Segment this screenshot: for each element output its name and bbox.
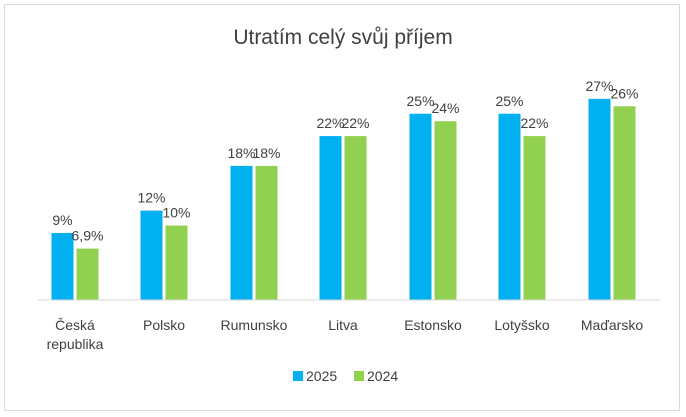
data-label-2025-2: 18% xyxy=(227,145,255,161)
chart-frame xyxy=(4,4,680,411)
x-tick-label-2-0: Rumunsko xyxy=(221,317,288,333)
data-label-2024-0: 6,9% xyxy=(72,228,104,244)
bar-2024-2 xyxy=(255,165,278,300)
data-label-2025-0: 9% xyxy=(52,212,72,228)
data-label-2024-6: 26% xyxy=(610,85,638,101)
bar-2024-6 xyxy=(613,106,636,300)
data-label-2025-5: 25% xyxy=(495,93,523,109)
data-label-2025-3: 22% xyxy=(316,115,344,131)
x-tick-label-6-0: Maďarsko xyxy=(581,317,644,333)
x-tick-label-5-0: Lotyšsko xyxy=(494,317,549,333)
legend: 2025 2024 xyxy=(293,368,398,384)
data-label-2024-3: 22% xyxy=(341,115,369,131)
legend-swatch-2024 xyxy=(354,371,364,381)
data-label-2025-1: 12% xyxy=(137,190,165,206)
bar-2025-1 xyxy=(140,210,163,300)
x-tick-label-3-0: Litva xyxy=(328,317,358,333)
legend-swatch-2025 xyxy=(293,371,303,381)
bar-2024-5 xyxy=(523,136,546,300)
bar-2024-1 xyxy=(165,225,188,300)
bar-2025-6 xyxy=(588,98,611,300)
bar-2025-0 xyxy=(51,232,74,300)
data-labels-group: 9%6,9%12%10%18%18%22%22%25%24% 25%22%27%2… xyxy=(52,78,638,244)
bar-2025-5 xyxy=(498,113,521,300)
bar-2024-4 xyxy=(434,121,457,300)
bar-2025-3 xyxy=(319,136,342,300)
x-tick-label-0-0: Česká xyxy=(55,317,95,333)
data-label-2024-2: 18% xyxy=(252,145,280,161)
data-label-2024-1: 10% xyxy=(162,205,190,221)
bar-2025-2 xyxy=(230,165,253,300)
x-tick-label-0-1: republika xyxy=(47,336,104,352)
bar-2024-0 xyxy=(76,248,99,300)
x-tick-labels-group: Česká republika Polsko Rumunsko Litva Estonsk… xyxy=(47,317,644,352)
x-tick-label-1-0: Polsko xyxy=(143,317,185,333)
bars-group xyxy=(51,98,636,300)
bar-2025-4 xyxy=(409,113,432,300)
bar-2024-3 xyxy=(344,136,367,300)
data-label-2024-5: 22% xyxy=(520,115,548,131)
chart-title: Utratím celý svůj příjem xyxy=(233,26,452,49)
data-label-2025-6: 27% xyxy=(585,78,613,94)
data-label-2025-4: 25% xyxy=(406,93,434,109)
x-tick-label-4-0: Estonsko xyxy=(404,317,462,333)
data-label-2024-4: 24% xyxy=(431,100,459,116)
legend-label-2025: 2025 xyxy=(306,368,337,384)
legend-label-2024: 2024 xyxy=(367,368,398,384)
